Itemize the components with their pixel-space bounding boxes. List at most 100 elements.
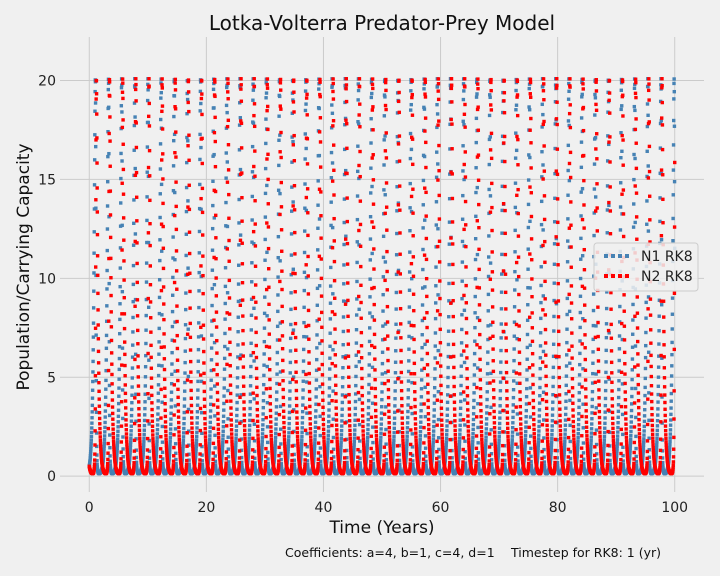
n1-point — [384, 462, 389, 466]
n1-point — [248, 384, 253, 388]
n1-point — [615, 438, 620, 442]
n1-point — [418, 437, 422, 442]
n1-point — [119, 104, 124, 108]
n1-point — [537, 419, 541, 424]
n1-point — [186, 266, 190, 270]
n1-point — [404, 455, 408, 460]
n1-point — [194, 447, 198, 451]
n2-point — [200, 136, 204, 141]
n2-point — [121, 142, 125, 146]
n1-point — [569, 464, 573, 468]
n1-point — [196, 388, 200, 392]
n1-point — [327, 377, 332, 381]
n1-point — [341, 375, 345, 380]
n1-point — [432, 419, 436, 424]
n2-point — [94, 198, 98, 202]
n1-point — [378, 447, 382, 452]
n1-point — [146, 305, 151, 310]
n2-point — [151, 440, 155, 444]
n2-point — [210, 466, 215, 471]
n2-point — [226, 90, 230, 94]
n1-point — [207, 446, 211, 451]
n1-point — [352, 450, 356, 455]
n2-point — [217, 445, 221, 449]
n1-point — [407, 347, 411, 351]
n1-point — [423, 285, 427, 289]
n2-point — [216, 431, 221, 436]
n1-point — [312, 449, 317, 453]
n1-point — [514, 108, 518, 112]
n1-point — [161, 461, 165, 465]
n1-point — [418, 434, 423, 438]
n1-point — [107, 413, 112, 418]
n1-point — [353, 406, 358, 411]
n1-point — [457, 450, 461, 455]
n1-point — [421, 247, 425, 252]
n2-point — [125, 452, 130, 457]
n1-point — [435, 84, 440, 88]
n2-point — [228, 391, 233, 396]
n1-point — [107, 383, 112, 388]
n1-point — [516, 465, 520, 469]
n1-point — [147, 449, 152, 453]
n2-point — [106, 451, 110, 455]
n1-point — [210, 333, 214, 337]
n1-point — [458, 423, 462, 428]
n1-point — [364, 456, 369, 460]
n1-point — [275, 372, 279, 376]
n1-point — [278, 133, 282, 137]
n1-point — [208, 430, 212, 434]
n1-point — [430, 451, 435, 455]
n1-point — [593, 195, 598, 199]
n1-point — [378, 439, 383, 443]
n2-point — [98, 426, 102, 431]
n1-point — [565, 353, 569, 357]
n1-point — [91, 306, 96, 310]
n1-point — [445, 419, 449, 423]
n1-point — [578, 325, 582, 330]
n1-point — [358, 439, 362, 443]
n1-point — [249, 341, 253, 345]
n1-point — [200, 453, 204, 457]
n1-point — [461, 82, 466, 86]
n2-point — [230, 442, 234, 447]
n1-point — [117, 394, 121, 398]
n1-point — [473, 257, 478, 262]
n1-point — [463, 439, 467, 443]
n1-point — [657, 354, 661, 358]
n1-point — [579, 165, 584, 170]
n1-point — [564, 374, 569, 378]
n1-point — [419, 387, 424, 391]
n1-point — [134, 460, 139, 465]
n1-point — [656, 407, 660, 411]
n1-point — [196, 370, 200, 374]
n1-point — [589, 447, 593, 452]
n1-point — [129, 433, 133, 437]
n1-point — [515, 445, 520, 449]
n1-point — [288, 397, 292, 401]
n1-point — [489, 428, 493, 432]
n1-point — [382, 114, 387, 118]
n1-point — [490, 462, 494, 466]
n2-point — [186, 90, 191, 94]
n1-point — [260, 439, 264, 443]
n1-point — [222, 367, 227, 371]
n2-point — [96, 323, 100, 327]
n2-point — [228, 364, 232, 368]
n2-point — [227, 278, 232, 283]
n2-point — [148, 198, 152, 203]
n2-point — [229, 423, 234, 427]
n1-point — [643, 355, 648, 360]
n1-point — [404, 449, 409, 454]
n1-point — [500, 231, 504, 235]
n1-point — [279, 462, 284, 466]
n2-point — [200, 210, 205, 215]
n2-point — [216, 422, 220, 427]
n1-point — [327, 401, 331, 406]
n1-point — [89, 434, 94, 439]
n2-point — [122, 340, 127, 344]
n1-point — [515, 432, 520, 436]
n1-point — [379, 417, 384, 421]
n1-point — [341, 355, 345, 359]
n2-point — [122, 296, 126, 300]
